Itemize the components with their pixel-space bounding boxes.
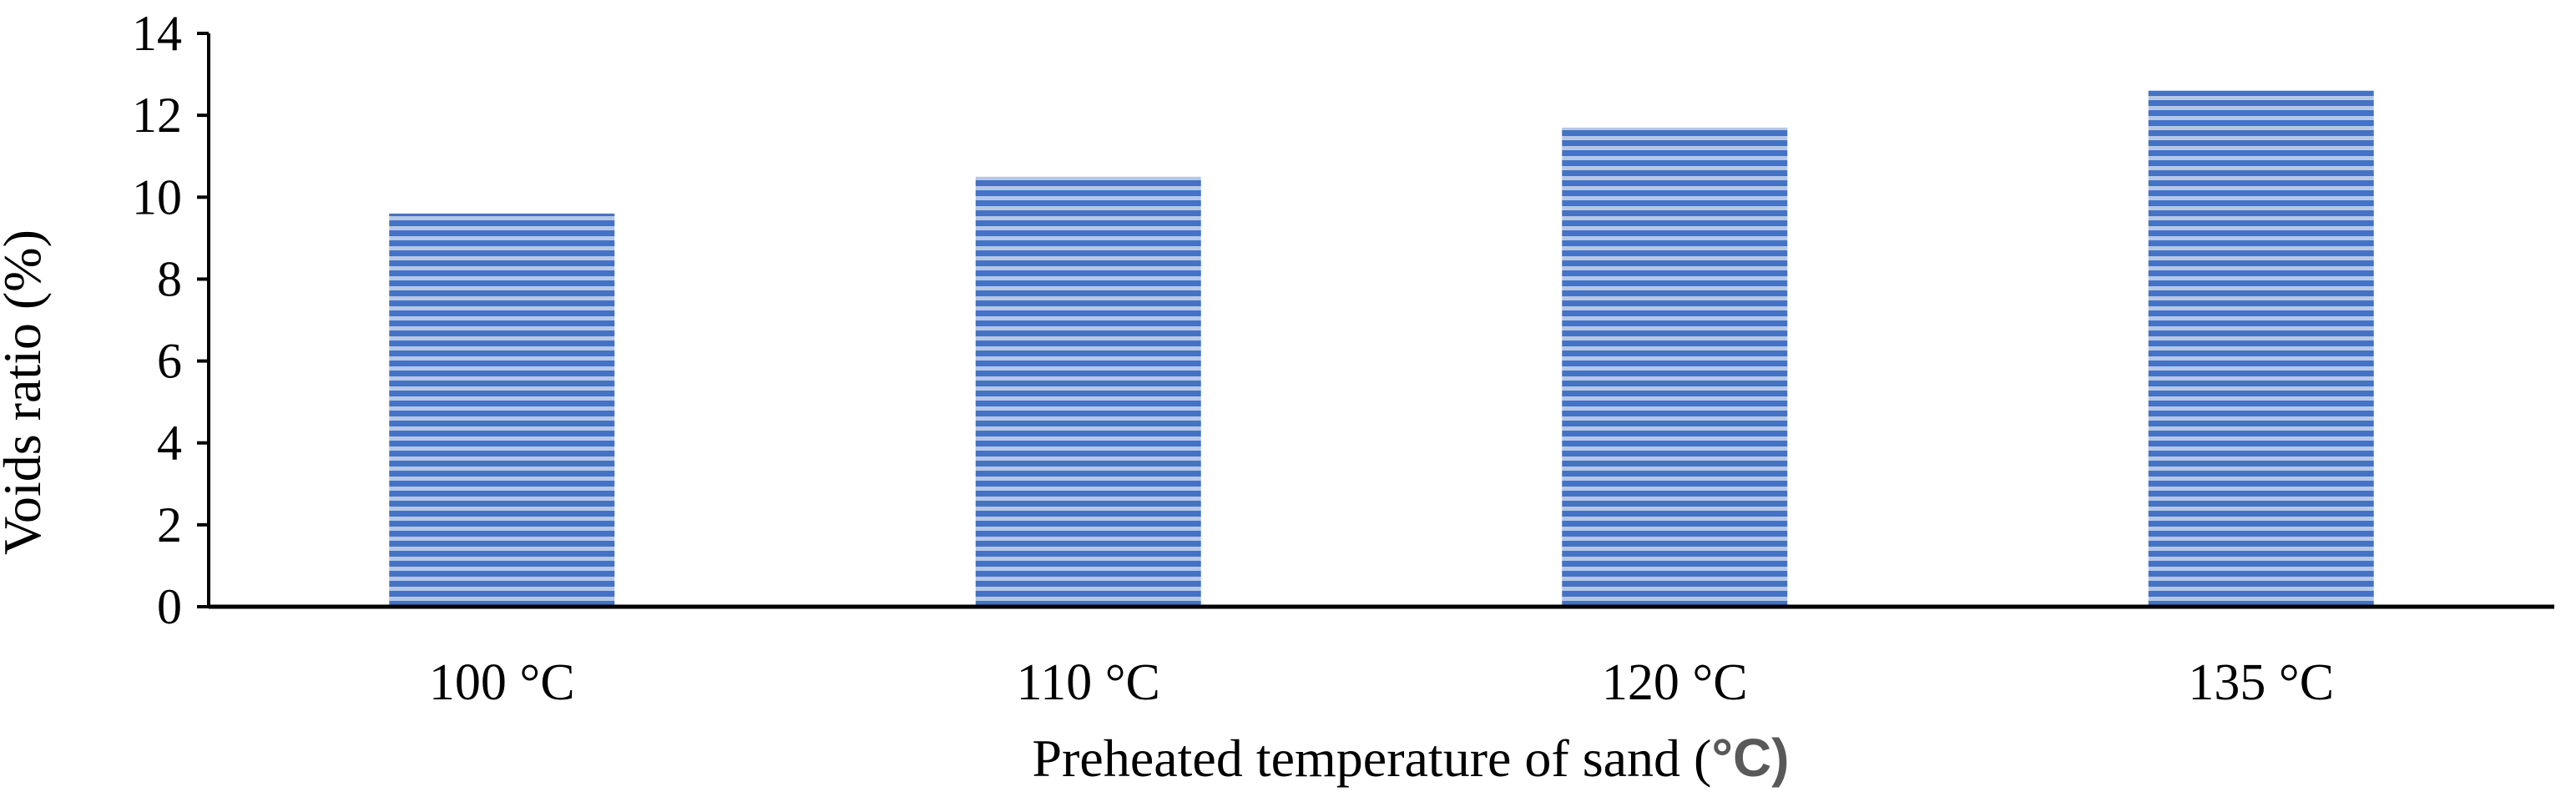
y-axis (197, 32, 210, 608)
bar (1562, 127, 1788, 608)
y-tick-label: 12 (132, 88, 182, 143)
y-tick-label: 4 (157, 416, 182, 471)
x-axis-title: Preheated temperature of sand (°C) (1033, 728, 1790, 788)
x-category-label: 120 °C (1602, 654, 1748, 711)
y-tick-label: 0 (157, 579, 182, 634)
x-category-label: 110 °C (1017, 654, 1160, 711)
y-tick-labels: 0 2 4 6 8 10 12 14 (132, 6, 182, 634)
y-axis-title: Voids ratio (%) (0, 230, 52, 555)
bar (975, 176, 1201, 607)
y-tick-label: 6 (157, 334, 182, 389)
y-tick-label: 14 (132, 6, 182, 61)
bar (389, 213, 615, 607)
y-tick-label: 10 (132, 169, 182, 224)
x-axis-title-text: Preheated temperature of sand ( (1033, 729, 1712, 788)
y-tick-label: 2 (157, 497, 182, 552)
bar (2148, 90, 2374, 607)
bars (389, 90, 2374, 608)
x-category-labels: 100 °C 110 °C 120 °C 135 °C (429, 654, 2334, 711)
y-tick-label: 8 (157, 251, 182, 306)
x-axis-title-unit: °C) (1711, 728, 1789, 788)
x-category-label: 135 °C (2188, 654, 2334, 711)
x-category-label: 100 °C (429, 654, 575, 711)
